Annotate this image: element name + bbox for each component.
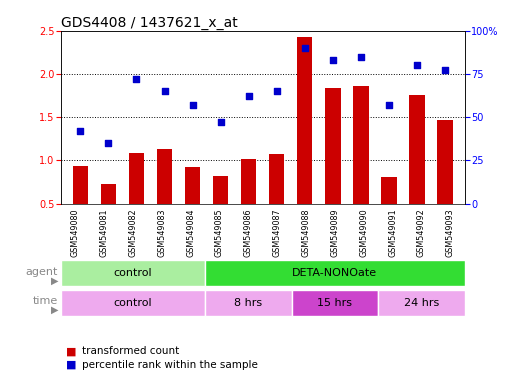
Bar	[61, 260, 205, 286]
Text: 24 hrs: 24 hrs	[404, 298, 439, 308]
Text: GSM549093: GSM549093	[446, 209, 455, 257]
Point	[216, 119, 225, 125]
Text: GSM549081: GSM549081	[99, 209, 108, 257]
Point	[244, 93, 253, 99]
Text: GSM549088: GSM549088	[301, 209, 310, 257]
Point	[300, 45, 309, 51]
Point	[385, 102, 393, 108]
Bar	[353, 86, 369, 204]
Bar	[291, 290, 378, 316]
Text: GDS4408 / 1437621_x_at: GDS4408 / 1437621_x_at	[61, 16, 238, 30]
Bar	[205, 260, 465, 286]
Text: 8 hrs: 8 hrs	[234, 298, 262, 308]
Text: GSM549087: GSM549087	[272, 209, 281, 257]
Point	[356, 53, 365, 60]
Text: GSM549089: GSM549089	[331, 209, 340, 257]
Text: agent: agent	[26, 267, 58, 277]
Text: ■: ■	[66, 346, 80, 356]
Text: percentile rank within the sample: percentile rank within the sample	[82, 360, 258, 370]
Text: transformed count: transformed count	[82, 346, 179, 356]
Bar	[241, 159, 257, 204]
Bar	[101, 184, 116, 204]
Bar	[269, 154, 285, 204]
Text: DETA-NONOate: DETA-NONOate	[292, 268, 378, 278]
Text: control: control	[114, 298, 152, 308]
Bar	[185, 167, 200, 204]
Point	[104, 140, 112, 146]
Text: 15 hrs: 15 hrs	[317, 298, 352, 308]
Point	[76, 128, 84, 134]
Text: ▶: ▶	[51, 305, 58, 315]
Bar	[213, 176, 228, 204]
Text: control: control	[114, 268, 152, 278]
Point	[132, 76, 140, 82]
Bar	[381, 177, 397, 204]
Bar	[437, 120, 452, 204]
Text: GSM549083: GSM549083	[157, 209, 166, 257]
Point	[441, 67, 449, 73]
Point	[413, 62, 421, 68]
Text: GSM549084: GSM549084	[186, 209, 195, 257]
Bar	[61, 290, 205, 316]
Text: GSM549092: GSM549092	[417, 209, 426, 257]
Bar	[129, 153, 144, 204]
Point	[161, 88, 169, 94]
Bar	[325, 88, 341, 204]
Text: time: time	[33, 296, 58, 306]
Bar	[157, 149, 172, 204]
Text: GSM549090: GSM549090	[359, 209, 368, 257]
Text: ▶: ▶	[51, 275, 58, 285]
Point	[188, 102, 197, 108]
Text: GSM549080: GSM549080	[71, 209, 80, 257]
Point	[328, 57, 337, 63]
Bar	[378, 290, 465, 316]
Point	[272, 88, 281, 94]
Bar	[409, 94, 425, 204]
Bar	[297, 37, 313, 204]
Text: ■: ■	[66, 360, 80, 370]
Text: GSM549082: GSM549082	[128, 209, 137, 257]
Text: GSM549091: GSM549091	[388, 209, 397, 257]
Bar	[205, 290, 291, 316]
Text: GSM549085: GSM549085	[215, 209, 224, 257]
Text: GSM549086: GSM549086	[244, 209, 253, 257]
Bar	[73, 166, 88, 204]
